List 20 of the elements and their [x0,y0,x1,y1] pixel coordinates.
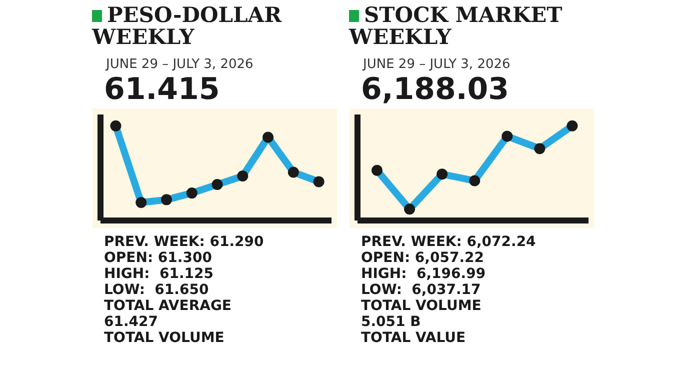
text: TOTAL VOLUME [361,298,482,314]
chart-subtitle: JUNE 29 – JULY 3, 2026 [104,56,254,74]
text: TOTAL VOLUME [104,330,224,346]
text: OPEN: 61.300 [104,250,212,266]
text: PREV. WEEK: 6,072.24 [361,234,536,250]
text: TOTAL VALUE [361,330,466,346]
text: 61.427 [104,314,158,330]
chart-title: STOCK MARKET WEEKLY [349,2,564,49]
text: OPEN: 6,057.22 [361,250,484,266]
text: LOW: 61.650 [104,282,209,298]
text: 5.051 B [361,314,421,330]
chart-subtitle: JUNE 29 – JULY 3, 2026 [361,56,510,74]
text: HIGH: 61.125 [104,266,214,282]
text: 61.415 [103,72,220,107]
text: TOTAL AVERAGE [104,298,232,314]
text: HIGH: 6,196.99 [361,266,486,282]
text: PREV. WEEK: 61.290 [104,234,264,250]
chart-title: PESO-DOLLAR WEEKLY [92,2,283,49]
text: 6,188.03 [360,72,510,107]
text: LOW: 6,037.17 [361,282,481,298]
